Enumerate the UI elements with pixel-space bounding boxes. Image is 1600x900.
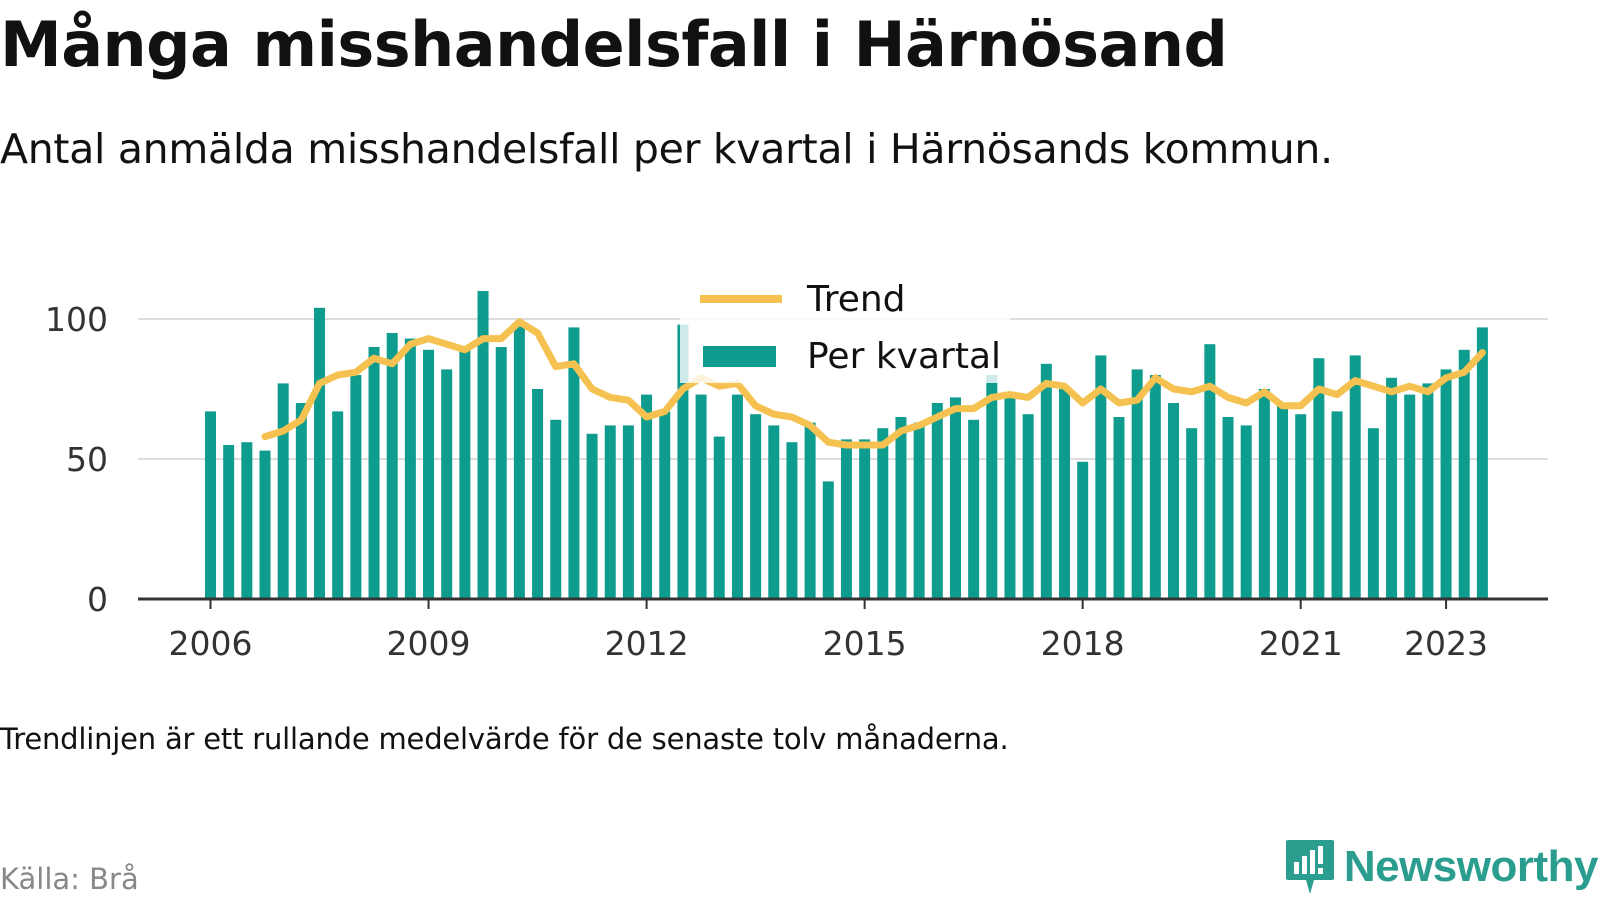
- bar-series: [205, 291, 1488, 599]
- bar: [1331, 411, 1343, 599]
- bar: [1204, 344, 1216, 599]
- bar: [332, 411, 344, 599]
- bar: [713, 436, 725, 599]
- newsworthy-logo-icon: [1285, 840, 1334, 894]
- bar: [968, 419, 980, 599]
- bar: [423, 349, 435, 599]
- bar: [822, 481, 834, 599]
- bar: [550, 419, 562, 599]
- bar: [1040, 363, 1052, 599]
- x-tick-label: 2021: [1259, 624, 1343, 663]
- trend-series: [261, 318, 1486, 449]
- brand-name: Newsworthy: [1343, 842, 1599, 891]
- legend-trend-label: Trend: [806, 279, 906, 320]
- bar: [223, 445, 235, 599]
- bar: [241, 442, 253, 599]
- bar: [495, 347, 507, 599]
- bar: [1222, 417, 1234, 599]
- bar: [804, 422, 816, 599]
- bar: [586, 433, 598, 599]
- x-tick-label: 2006: [169, 624, 253, 663]
- bar: [1440, 369, 1452, 599]
- bar: [1240, 425, 1252, 599]
- bar: [641, 394, 653, 599]
- bar: [477, 291, 489, 599]
- bar: [368, 347, 380, 599]
- bar: [604, 425, 616, 599]
- bar: [786, 442, 798, 599]
- bar: [1258, 389, 1270, 599]
- bar: [1277, 403, 1289, 599]
- bar: [1186, 428, 1198, 599]
- bar: [532, 389, 544, 599]
- bar: [1367, 428, 1379, 599]
- y-tick-label: 50: [66, 440, 108, 479]
- chart-subtitle: Antal anmälda misshandelsfall per kvarta…: [0, 125, 1333, 173]
- bar: [568, 327, 580, 599]
- bar: [731, 394, 743, 599]
- bar: [350, 375, 362, 599]
- chart: 0 50 100 2006 2009 2012 2015 2018 2021 2023 Trend…: [45, 268, 1548, 663]
- bar: [840, 439, 852, 599]
- footnote: Trendlinjen är ett rullande medelvärde f…: [0, 722, 1009, 756]
- bar: [1349, 355, 1361, 599]
- bar: [1458, 349, 1470, 599]
- bar: [1077, 461, 1089, 599]
- bar: [1149, 375, 1161, 599]
- bar: [1004, 394, 1016, 599]
- chart-title: Många misshandelsfall i Härnösand: [0, 8, 1228, 81]
- x-tick-label: 2023: [1404, 624, 1488, 663]
- bar: [259, 450, 271, 599]
- bar: [1022, 414, 1034, 599]
- bar: [1131, 369, 1143, 599]
- x-tick-label: 2009: [387, 624, 471, 663]
- bar: [1404, 394, 1416, 599]
- bar: [386, 333, 398, 599]
- x-tick-label: 2018: [1041, 624, 1125, 663]
- bar: [659, 411, 671, 599]
- bar: [1058, 389, 1070, 599]
- bar: [404, 338, 416, 599]
- y-tick-label: 0: [87, 580, 108, 619]
- bar: [622, 425, 634, 599]
- bar: [1095, 355, 1107, 599]
- bar: [513, 321, 525, 599]
- bar: [295, 403, 307, 599]
- bar: [277, 383, 289, 599]
- x-tick-label: 2012: [605, 624, 689, 663]
- bar: [986, 375, 998, 599]
- source-label: Källa: Brå: [0, 862, 139, 896]
- legend-bar-swatch: [703, 346, 776, 367]
- bar: [677, 324, 689, 599]
- bar: [1313, 358, 1325, 599]
- bar: [877, 428, 889, 599]
- bar: [1113, 417, 1125, 599]
- bar: [949, 397, 961, 599]
- bar: [1386, 377, 1398, 599]
- bar: [314, 307, 326, 599]
- bar: [459, 347, 471, 599]
- bar: [1476, 327, 1488, 599]
- trend-line: [261, 318, 1486, 449]
- x-tick-label: 2015: [823, 624, 907, 663]
- legend: Trend Per kvartal: [680, 268, 1010, 383]
- y-tick-label: 100: [45, 300, 108, 339]
- bar: [895, 417, 907, 599]
- bar: [1168, 403, 1180, 599]
- bar: [768, 425, 780, 599]
- bar: [1422, 383, 1434, 599]
- bar: [931, 403, 943, 599]
- bar: [913, 422, 925, 599]
- legend-bar-label: Per kvartal: [807, 336, 1001, 377]
- bar: [695, 394, 707, 599]
- bar: [441, 369, 453, 599]
- brand[interactable]: Newsworthy: [1284, 838, 1599, 896]
- bar: [205, 411, 216, 599]
- bar: [750, 414, 762, 599]
- axes: 0 50 100 2006 2009 2012 2015 2018 2021 2023: [45, 300, 1548, 663]
- bar: [859, 439, 871, 599]
- bar: [1295, 414, 1307, 599]
